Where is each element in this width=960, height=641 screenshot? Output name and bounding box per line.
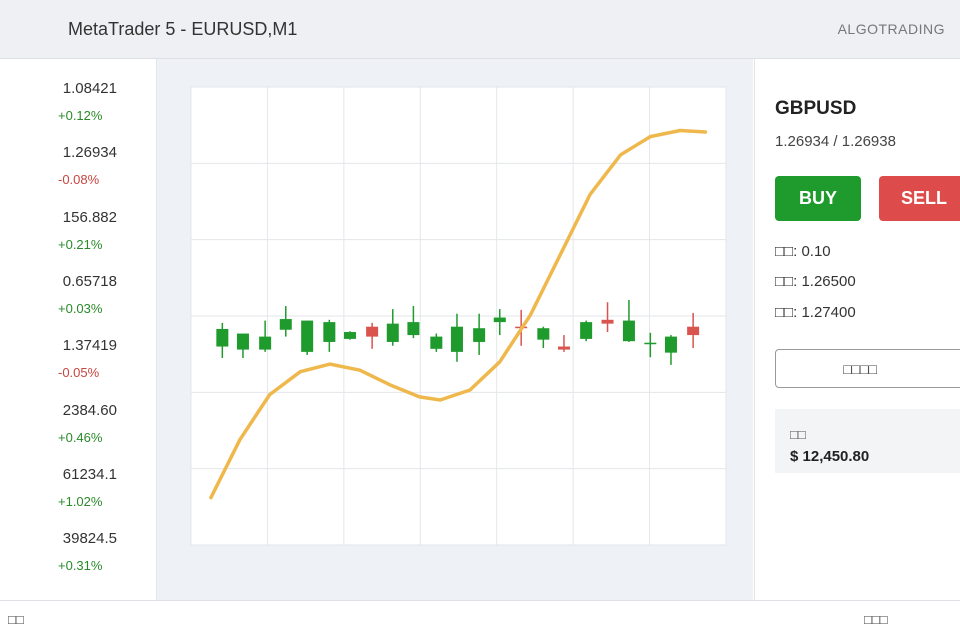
title-bar: [0, 0, 960, 59]
candle-body: [493, 317, 506, 323]
field: □□: 1.27400: [775, 304, 856, 321]
candle-body: [473, 328, 486, 342]
trade-panel: [754, 59, 960, 600]
symbol: GBPUSD: [775, 98, 857, 119]
sell-button[interactable]: SELL: [879, 176, 960, 221]
candle-body: [259, 336, 272, 350]
field: □□: 0.10: [775, 243, 831, 260]
watch-price[interactable]: 156.882: [62, 208, 117, 226]
candle-body: [430, 336, 443, 349]
candle-body: [279, 319, 292, 330]
candle-body: [601, 319, 614, 324]
candle-body: [664, 336, 677, 353]
watch-price[interactable]: 1.37419: [62, 337, 117, 355]
candle-body: [407, 322, 420, 336]
watch-price[interactable]: 61234.1: [62, 465, 117, 483]
watch-change: +0.12%: [58, 108, 103, 123]
candle-body: [216, 328, 229, 347]
candle-body: [557, 346, 570, 350]
watch-change: +0.21%: [58, 236, 103, 252]
candle-body: [366, 326, 379, 337]
watch-change: +0.31%: [58, 558, 103, 574]
candle-body: [622, 320, 635, 342]
candle-body: [343, 332, 356, 339]
watch-change: -0.05%: [58, 365, 100, 381]
price-line: [209, 128, 708, 500]
candle-body: [687, 326, 700, 336]
buy-button[interactable]: BUY: [775, 176, 861, 221]
watch-price[interactable]: 1.26934: [62, 144, 117, 162]
brand: ALGOTRADING: [837, 21, 945, 37]
candle-body: [580, 322, 593, 339]
balance-box: [775, 409, 960, 473]
watch-change: +0.46%: [58, 429, 103, 445]
status-right: □□□: [864, 612, 888, 627]
candle-body: [323, 322, 336, 342]
watch-change: +0.03%: [58, 300, 103, 316]
window-title: MetaTrader 5 - EURUSD,M1: [68, 19, 298, 39]
status-bar: [0, 600, 960, 641]
watch-price[interactable]: 1.08421: [62, 80, 117, 97]
candle-body: [644, 342, 657, 345]
action-button[interactable]: □□□□: [775, 349, 960, 388]
watch-price[interactable]: 2384.60: [62, 401, 117, 419]
field: □□: 1.26500: [775, 273, 856, 290]
candle-body: [537, 328, 550, 340]
watch-change: +1.02%: [58, 493, 103, 509]
watchlist: [0, 59, 157, 600]
watch-price[interactable]: 39824.5: [62, 530, 117, 548]
candle-body: [236, 333, 249, 350]
balance-label: □□: [790, 427, 806, 442]
watch-change: -0.08%: [58, 172, 100, 188]
status-left: □□: [8, 612, 24, 627]
watch-price[interactable]: 0.65718: [62, 272, 117, 290]
balance-value: $ 12,450.80: [790, 448, 870, 465]
chart: [190, 86, 727, 546]
quote: 1.26934 / 1.26938: [775, 133, 896, 150]
candle-body: [386, 323, 399, 342]
candle-body: [450, 326, 463, 352]
candle-body: [301, 320, 314, 352]
